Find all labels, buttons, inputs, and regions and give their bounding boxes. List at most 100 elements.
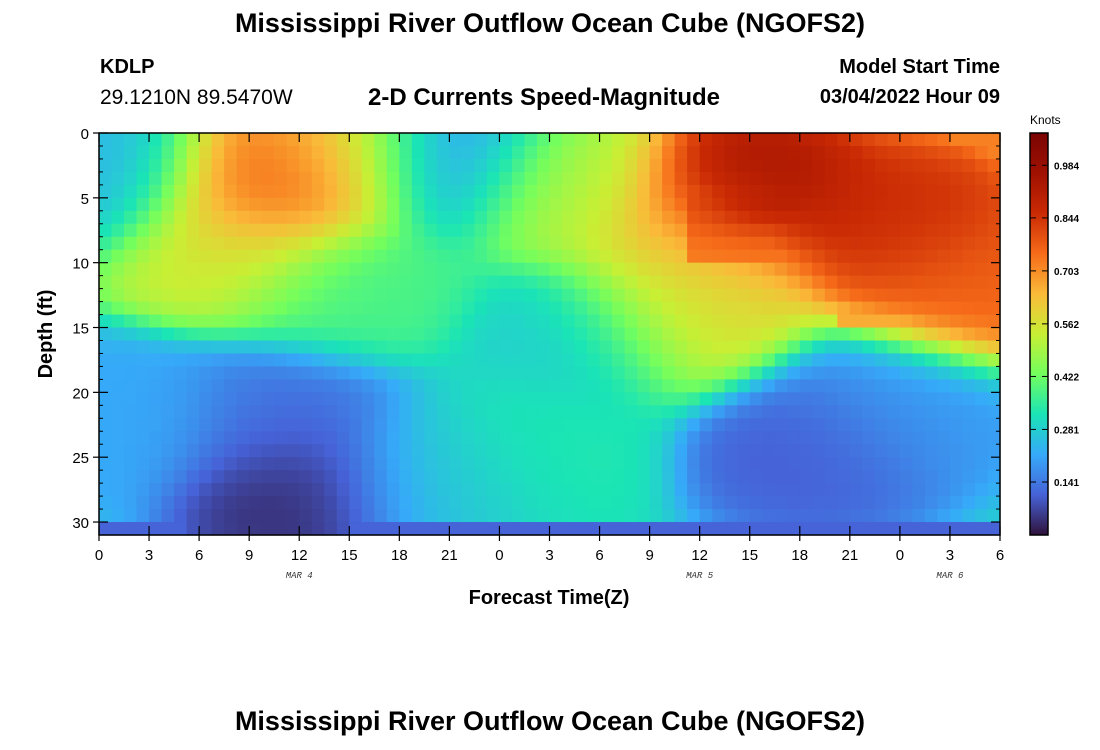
heat-cell: [924, 405, 939, 419]
heat-cell: [649, 366, 663, 380]
heat-cell: [687, 184, 701, 199]
heat-cell: [937, 496, 951, 510]
heat-cell: [799, 483, 813, 497]
heat-cell: [687, 158, 701, 173]
heat-cell: [486, 483, 501, 497]
heat-cell: [687, 314, 701, 329]
heat-cell: [549, 444, 563, 458]
heat-cell: [386, 301, 400, 316]
heat-cell: [224, 223, 238, 238]
heat-cell: [912, 522, 926, 536]
heat-cell: [311, 171, 325, 186]
heat-cell: [524, 262, 538, 277]
heat-cell: [849, 496, 863, 510]
heat-cell: [987, 496, 1001, 510]
heat-cell: [111, 197, 125, 212]
heat-cell: [837, 379, 851, 393]
heat-cell: [111, 444, 125, 458]
heat-cell: [211, 210, 225, 225]
heat-cell: [712, 470, 726, 484]
heat-cell: [762, 444, 776, 458]
heat-cell: [987, 223, 1001, 238]
heat-cell: [749, 470, 763, 484]
heat-cell: [324, 314, 338, 329]
heat-cell: [837, 353, 851, 368]
heat-cell: [511, 431, 526, 445]
heat-cell: [787, 133, 801, 147]
heat-cell: [824, 431, 838, 445]
heat-cell: [174, 366, 188, 380]
heat-cell: [712, 496, 726, 510]
heat-cell: [336, 210, 350, 225]
heat-cell: [486, 327, 501, 342]
heat-cell: [99, 509, 113, 523]
heat-cell: [587, 262, 601, 277]
heat-cell: [787, 171, 801, 186]
heat-cell: [211, 223, 225, 238]
heat-cell: [712, 379, 726, 393]
heat-cell: [574, 457, 588, 471]
heat-cell: [311, 288, 325, 303]
heat-cell: [862, 145, 876, 160]
heat-cell: [524, 431, 538, 445]
heat-cell: [749, 366, 763, 380]
heat-cell: [161, 262, 175, 277]
heat-cell: [499, 509, 513, 523]
heat-cell: [849, 288, 863, 303]
heat-cell: [536, 133, 551, 147]
heat-cell: [136, 301, 150, 316]
heat-cell: [324, 223, 338, 238]
heat-cell: [99, 431, 113, 445]
heat-cell: [536, 301, 551, 316]
heat-cell: [699, 236, 713, 251]
heat-cell: [511, 275, 526, 290]
heat-cell: [924, 262, 939, 277]
heat-cell: [712, 509, 726, 523]
heat-cell: [824, 158, 838, 173]
model-start-value: 03/04/2022 Hour 09: [819, 86, 1000, 108]
heat-cell: [924, 392, 939, 406]
heat-cell: [424, 496, 438, 510]
heat-cell: [386, 197, 400, 212]
heat-cell: [524, 392, 538, 406]
heat-cell: [937, 275, 951, 290]
heat-cell: [637, 353, 651, 368]
heat-cell: [849, 366, 863, 380]
heat-cell: [361, 431, 375, 445]
heat-cell: [862, 171, 876, 186]
heat-cell: [887, 418, 901, 432]
heat-cell: [762, 301, 776, 316]
heat-cell: [574, 392, 588, 406]
heat-cell: [149, 301, 163, 316]
heat-cell: [161, 457, 175, 471]
heat-cell: [737, 509, 751, 523]
heat-cell: [461, 145, 476, 160]
heat-cell: [624, 210, 638, 225]
heat-cell: [211, 379, 225, 393]
heat-cell: [774, 158, 788, 173]
heat-cell: [812, 444, 826, 458]
heat-cell: [374, 223, 388, 238]
heat-cell: [787, 236, 801, 251]
heat-cell: [849, 158, 863, 173]
heat-cell: [399, 197, 413, 212]
heat-cell: [799, 457, 813, 471]
heat-cell: [874, 223, 888, 238]
heat-cell: [749, 509, 763, 523]
heat-cell: [449, 405, 463, 419]
heat-cell: [536, 405, 551, 419]
heat-cell: [937, 509, 951, 523]
heat-cell: [787, 223, 801, 238]
heat-cell: [587, 288, 601, 303]
heat-cell: [161, 483, 175, 497]
heat-cell: [486, 210, 501, 225]
heat-cell: [336, 431, 350, 445]
heat-cell: [674, 223, 688, 238]
heat-cell: [336, 133, 350, 147]
heat-cell: [149, 145, 163, 160]
heat-cell: [849, 236, 863, 251]
heat-cell: [511, 145, 526, 160]
heat-cell: [949, 483, 964, 497]
heat-cell: [374, 275, 388, 290]
heat-cell: [161, 158, 175, 173]
